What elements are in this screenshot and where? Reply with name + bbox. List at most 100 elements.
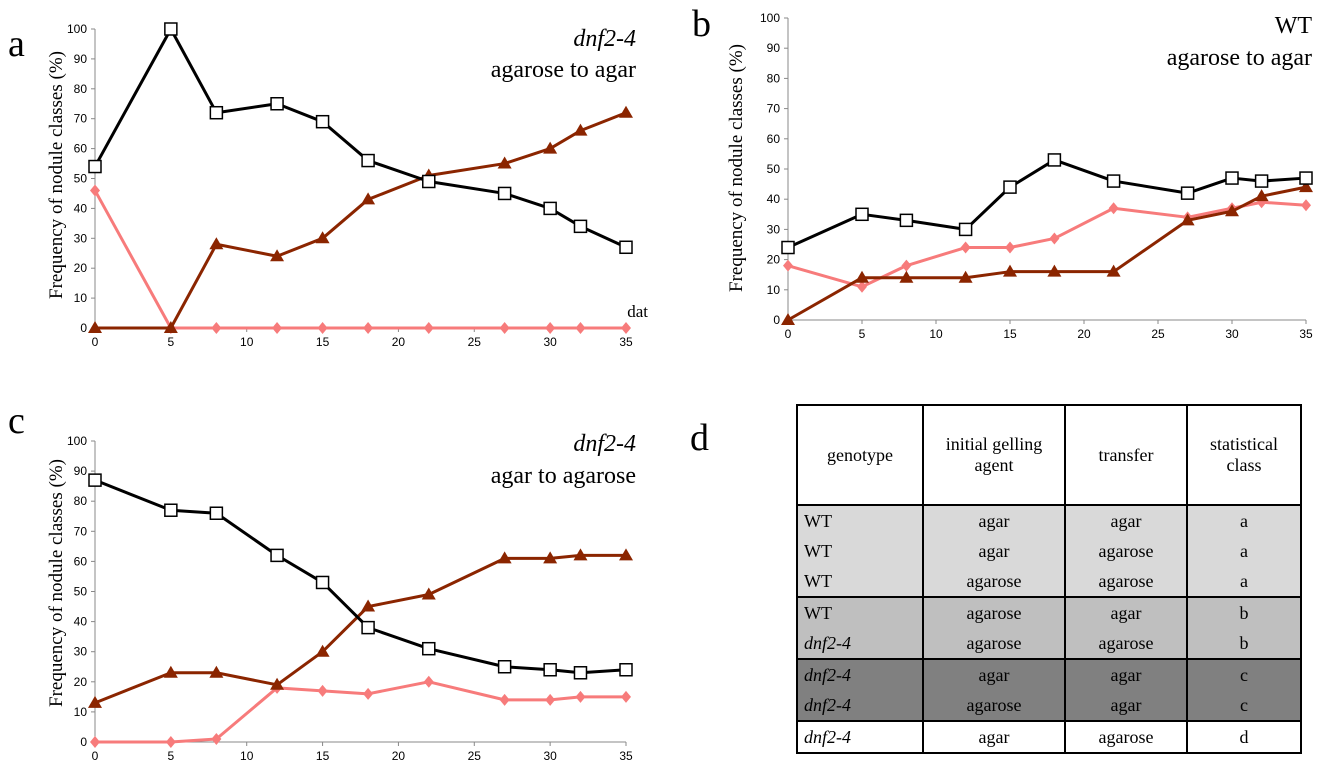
table-row: WT agarose agar b bbox=[796, 597, 1302, 628]
y-tick-label-a: 40 bbox=[74, 201, 88, 215]
data-point-triangle-c bbox=[88, 695, 102, 708]
y-tick-label-c: 90 bbox=[74, 464, 88, 478]
data-point-diamond-b bbox=[1301, 199, 1311, 212]
cell-genotype: WT bbox=[796, 536, 924, 566]
data-point-square-b bbox=[1254, 174, 1269, 188]
y-tick-label-c: 80 bbox=[74, 494, 88, 508]
y-tick-label-b: 100 bbox=[760, 11, 780, 25]
y-tick-label-a: 0 bbox=[80, 321, 87, 335]
data-point-triangle-b bbox=[1047, 264, 1062, 277]
data-point-square-c bbox=[497, 660, 512, 674]
data-point-triangle-b bbox=[958, 270, 973, 283]
x-tick-label-c: 30 bbox=[543, 749, 557, 763]
data-point-diamond-b bbox=[857, 280, 867, 293]
data-point-triangle-b bbox=[1299, 180, 1313, 193]
data-point-triangle-c bbox=[361, 599, 376, 612]
data-point-diamond-c bbox=[575, 690, 586, 703]
panel-letter-d: d bbox=[690, 417, 709, 459]
series-line-triangle-a bbox=[95, 111, 627, 330]
x-tick-label-c: 5 bbox=[168, 749, 175, 763]
x-tick-label-a: 35 bbox=[619, 335, 633, 349]
data-point-triangle-b bbox=[1180, 213, 1195, 226]
data-point-triangle-b bbox=[1003, 264, 1017, 277]
data-point-diamond-c bbox=[363, 687, 374, 700]
x-tick-label-a: 0 bbox=[92, 335, 99, 349]
data-point-triangle-c bbox=[270, 677, 285, 690]
cell-initial: agar bbox=[922, 721, 1066, 753]
data-point-square-c bbox=[543, 663, 557, 677]
header-transfer: transfer bbox=[1064, 405, 1188, 506]
table-row: dnf2-4 agar agarose d bbox=[796, 721, 1302, 753]
data-point-triangle-c bbox=[497, 551, 512, 564]
panel-a-title-genotype: dnf2-4 bbox=[573, 26, 636, 52]
header-class-line2: class bbox=[1226, 455, 1262, 475]
data-point-diamond-c bbox=[621, 690, 631, 703]
data-point-diamond-c bbox=[423, 675, 434, 688]
data-point-square-b bbox=[781, 240, 795, 255]
data-point-triangle-c bbox=[163, 665, 178, 678]
x-tick-label-c: 0 bbox=[92, 749, 99, 763]
data-point-triangle-c bbox=[209, 665, 224, 678]
data-point-triangle-a bbox=[361, 192, 376, 205]
data-point-triangle-a bbox=[497, 156, 512, 169]
x-tick-label-b: 10 bbox=[929, 327, 943, 341]
header-initial-line2: agent bbox=[974, 455, 1014, 475]
y-tick-label-a: 100 bbox=[67, 22, 87, 36]
panel-a-title-condition: agarose to agar bbox=[491, 57, 636, 83]
data-point-triangle-c bbox=[573, 548, 588, 561]
x-tick-label-a: 15 bbox=[316, 335, 330, 349]
cell-transfer: agarose bbox=[1064, 536, 1188, 566]
cell-transfer: agar bbox=[1064, 690, 1188, 722]
data-point-diamond-c bbox=[545, 693, 556, 706]
x-tick-label-b: 30 bbox=[1225, 327, 1239, 341]
header-class-line1: statistical bbox=[1210, 434, 1278, 454]
panel-b-title-condition: agarose to agar bbox=[1167, 45, 1312, 71]
cell-initial: agar bbox=[922, 536, 1066, 566]
data-point-square-c bbox=[619, 663, 633, 677]
data-point-triangle-a bbox=[543, 141, 558, 154]
y-tick-label-b: 0 bbox=[773, 313, 780, 327]
data-point-square-a bbox=[619, 240, 633, 255]
cell-class: d bbox=[1186, 721, 1302, 753]
cell-transfer: agar bbox=[1064, 505, 1188, 536]
data-point-triangle-a bbox=[270, 249, 285, 262]
y-tick-label-c: 50 bbox=[74, 585, 88, 599]
x-tick-label-c: 35 bbox=[619, 749, 633, 763]
y-tick-label-a: 30 bbox=[74, 231, 88, 245]
data-point-diamond-a bbox=[211, 322, 222, 334]
data-point-square-c bbox=[315, 575, 330, 590]
data-point-square-a bbox=[422, 174, 436, 189]
x-tick-label-a: 10 bbox=[240, 335, 254, 349]
x-tick-label-b: 15 bbox=[1003, 327, 1017, 341]
cell-genotype: dnf2-4 bbox=[796, 628, 924, 660]
y-tick-label-a: 50 bbox=[74, 172, 88, 186]
data-point-square-a bbox=[497, 186, 512, 201]
x-tick-label-a: 30 bbox=[543, 335, 557, 349]
cell-class: b bbox=[1186, 628, 1302, 660]
data-point-square-a bbox=[209, 105, 224, 120]
data-point-square-c bbox=[573, 666, 588, 680]
data-point-diamond-c bbox=[90, 736, 100, 748]
cell-initial: agarose bbox=[922, 597, 1066, 628]
data-point-triangle-b bbox=[1225, 204, 1239, 217]
data-point-square-a bbox=[361, 153, 375, 168]
data-point-triangle-c bbox=[315, 644, 330, 657]
data-point-diamond-c bbox=[211, 732, 222, 745]
data-point-diamond-a bbox=[90, 184, 100, 197]
x-tick-label-c: 15 bbox=[316, 749, 330, 763]
data-point-triangle-a bbox=[315, 231, 330, 244]
panel-c-y-axis-label: Frequency of nodule classes (%) bbox=[46, 459, 67, 707]
cell-transfer: agar bbox=[1064, 659, 1188, 690]
panel-b-y-axis-label: Frequency of nodule classes (%) bbox=[726, 44, 747, 292]
data-point-diamond-a bbox=[363, 322, 374, 334]
panel-c-title-genotype: dnf2-4 bbox=[573, 431, 636, 457]
panel-d-letter-wrap: d bbox=[690, 417, 709, 459]
data-point-triangle-b bbox=[781, 313, 795, 325]
data-point-diamond-b bbox=[1005, 241, 1015, 254]
header-initial-line1: initial gelling bbox=[945, 434, 1043, 454]
data-point-square-a bbox=[315, 114, 330, 129]
y-tick-label-c: 100 bbox=[67, 434, 87, 448]
panel-letter-a: a bbox=[8, 23, 25, 65]
cell-genotype: WT bbox=[796, 505, 924, 536]
header-genotype: genotype bbox=[796, 405, 924, 506]
